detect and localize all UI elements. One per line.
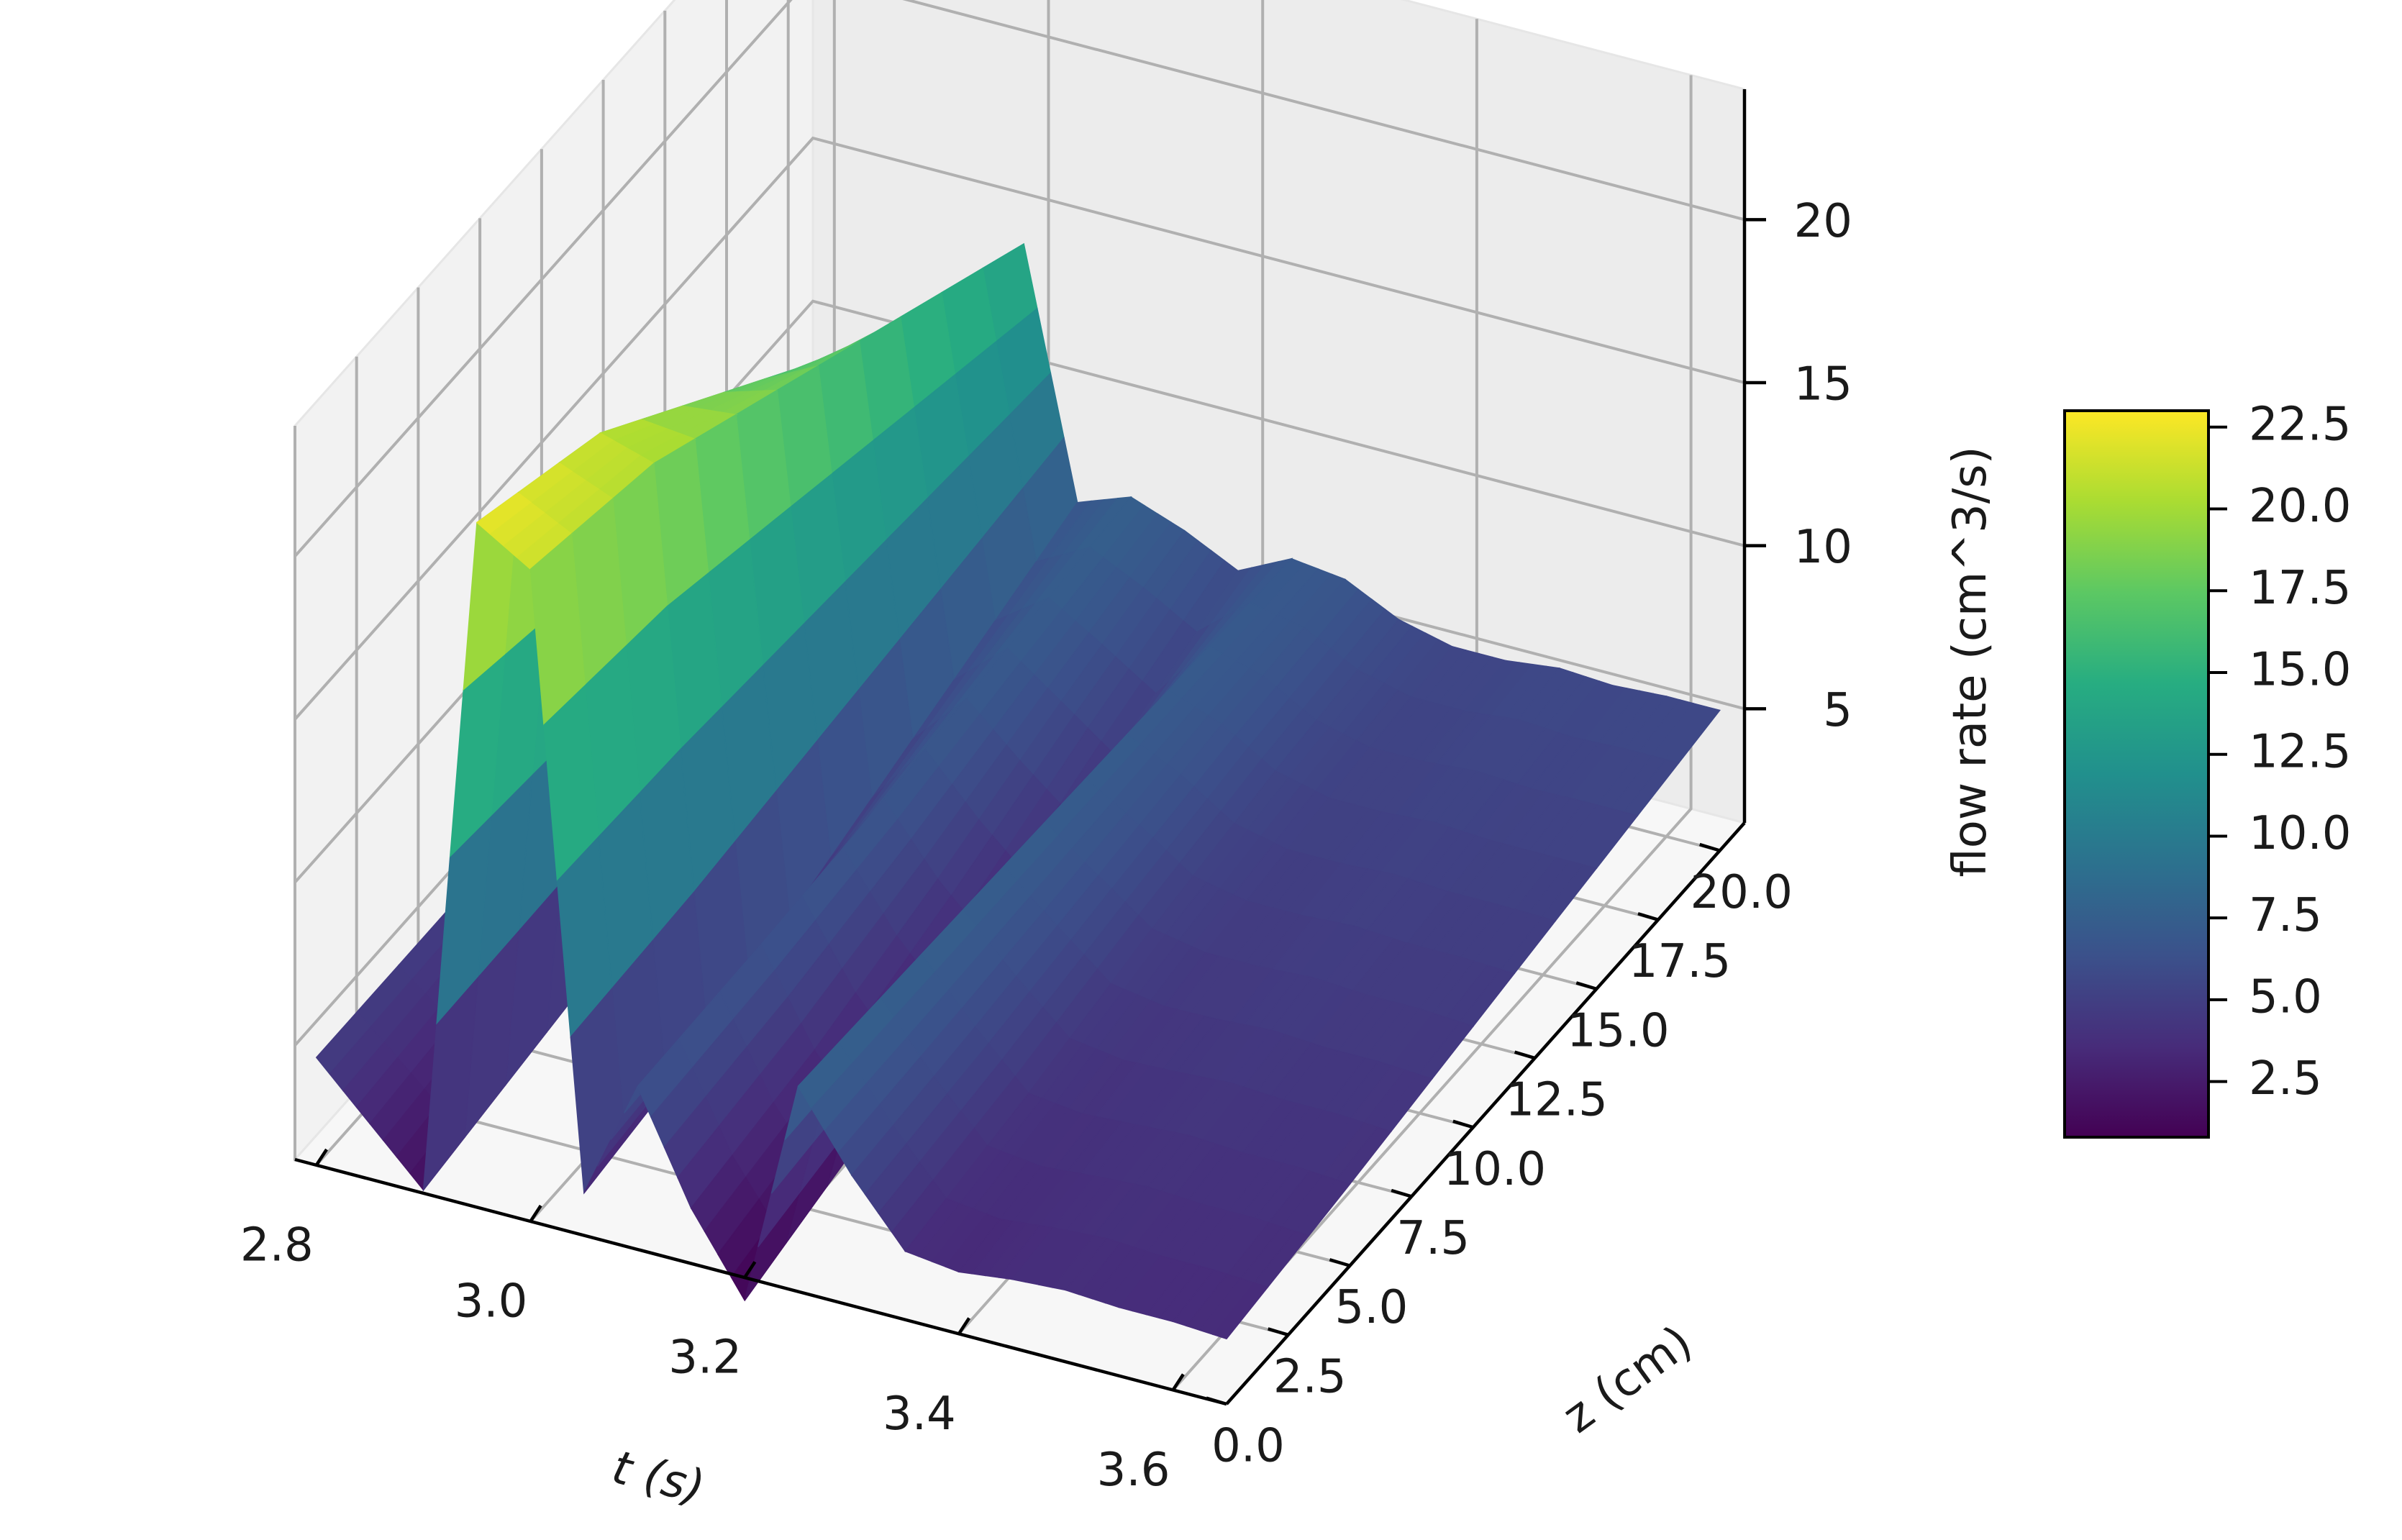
colorbar-tick-label: 22.5: [2249, 398, 2352, 451]
y-tick: [1268, 1327, 1289, 1336]
z-axis-label: flow rate (cm^3/s): [1944, 446, 1997, 877]
colorbar-tick-label: 17.5: [2249, 562, 2352, 615]
z-tick-label: 5: [1823, 684, 1852, 737]
y-tick: [1699, 842, 1721, 852]
colorbar-tick-label: 2.5: [2249, 1052, 2322, 1106]
surface-plot: [315, 242, 1721, 1340]
y-tick: [1514, 1050, 1536, 1060]
x-tick: [1171, 1373, 1185, 1391]
colorbar-gradient: [2063, 409, 2210, 1139]
grid-line-flow: [294, 136, 1745, 721]
colorbar-tick-label: 20.0: [2249, 480, 2352, 533]
y-tick-label: 0.0: [1211, 1420, 1285, 1473]
x-tick-label: 2.8: [240, 1218, 314, 1272]
x-tick: [314, 1148, 328, 1167]
y-tick: [1575, 981, 1597, 991]
tick-labels: 2.8 3.0 3.2 3.4 3.6 0.0 2.5 5.0 7.5 10.0 12.5 15.0 1…: [240, 195, 1852, 1497]
colorbar-tick-label: 10.0: [2249, 807, 2352, 860]
z-tick-label: 20: [1794, 195, 1852, 248]
x-axis-label: t (s): [607, 1441, 710, 1515]
y-tick: [1637, 912, 1659, 921]
y-tick: [1206, 1396, 1227, 1406]
y-tick-label: 17.5: [1629, 935, 1732, 988]
x-tick-label: 3.6: [1097, 1444, 1170, 1497]
y-axis-label: z (cm): [1553, 1316, 1701, 1444]
x-tick-label: 3.2: [668, 1331, 742, 1385]
y-tick-label: 7.5: [1396, 1212, 1470, 1265]
y-tick: [1391, 1188, 1412, 1198]
y-tick-label: 2.5: [1273, 1350, 1347, 1403]
colorbar-tick-label: 7.5: [2249, 889, 2322, 942]
x-tick-label: 3.0: [455, 1275, 528, 1329]
y-tick: [1452, 1119, 1474, 1129]
x-tick-label: 3.4: [883, 1388, 956, 1441]
x-tick: [743, 1261, 757, 1279]
y-tick-label: 10.0: [1444, 1143, 1547, 1196]
z-tick-label: 15: [1794, 358, 1852, 411]
colorbar-tick-label: 15.0: [2249, 644, 2352, 697]
x-tick: [957, 1317, 971, 1335]
x-axis-line: [294, 1157, 1227, 1406]
y-tick-label: 15.0: [1567, 1004, 1670, 1057]
colorbar-tick-label: 5.0: [2249, 970, 2322, 1024]
y-tick-label: 12.5: [1505, 1074, 1608, 1127]
surface-patch: [1212, 1282, 1269, 1340]
colorbar-tick-label: 12.5: [2249, 725, 2352, 778]
z-tick-label: 10: [1794, 521, 1852, 574]
colorbar: 2.5 5.0 7.5 10.0 12.5 15.0 17.5 20.0 22.5: [2063, 398, 2352, 1139]
x-tick: [529, 1204, 542, 1223]
grid-line-flow: [294, 0, 1745, 557]
tick-marks: [314, 218, 1766, 1406]
y-tick: [1329, 1258, 1351, 1267]
y-tick-label: 5.0: [1335, 1281, 1409, 1334]
y-tick-label: 20.0: [1690, 866, 1793, 919]
grid-line-t: [1172, 75, 1693, 1391]
